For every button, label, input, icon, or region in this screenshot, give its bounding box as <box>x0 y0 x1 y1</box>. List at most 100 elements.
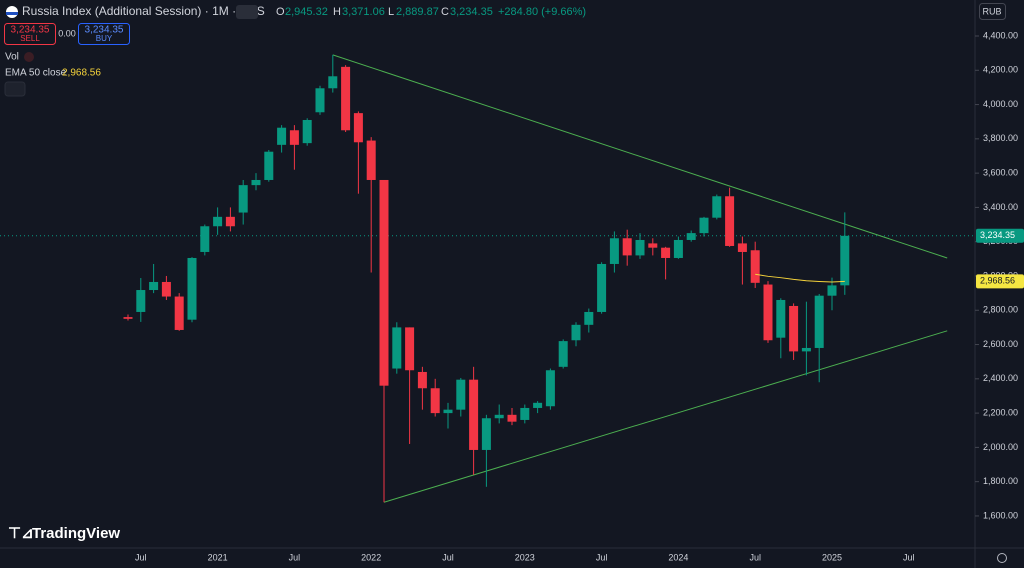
ohlc-key: H <box>333 6 341 18</box>
candle-body <box>622 238 632 256</box>
y-tick-label: 2,800.00 <box>983 305 1018 315</box>
candle-body <box>289 130 299 145</box>
candle-body <box>584 311 594 325</box>
sell-price: 3,234.35 <box>11 25 50 36</box>
x-tick-label: Jul <box>749 552 761 562</box>
candle-body <box>750 250 760 283</box>
candle-body <box>507 414 517 422</box>
candle-body <box>366 140 376 180</box>
candle-body <box>328 76 338 89</box>
candle-body <box>430 388 440 414</box>
candle-body <box>238 185 248 213</box>
y-tick-label: 3,600.00 <box>983 167 1018 177</box>
candle-body <box>302 119 312 144</box>
ohlc-value: 3,371.06 <box>342 6 385 18</box>
candle-body <box>494 414 504 419</box>
candle-body <box>225 216 235 227</box>
candle-body <box>686 233 696 240</box>
x-tick-label: Jul <box>442 552 454 562</box>
warning-icon <box>24 52 34 62</box>
settings-icon[interactable] <box>997 553 1007 563</box>
candle-body <box>712 196 722 218</box>
candle-body <box>277 127 287 145</box>
candle-body <box>609 238 619 264</box>
y-tick-label: 1,600.00 <box>983 510 1018 520</box>
buy-price: 3,234.35 <box>85 25 124 36</box>
candle-body <box>737 243 747 252</box>
y-tick-label: 4,000.00 <box>983 99 1018 109</box>
currency: RUB <box>982 6 1001 16</box>
x-tick-label: Jul <box>903 552 915 562</box>
flag-icon <box>6 12 18 15</box>
y-tick-label: 2,600.00 <box>983 339 1018 349</box>
candle-body <box>545 370 555 407</box>
ema-legend-value: 2,968.56 <box>62 68 101 79</box>
candle-body <box>213 216 223 227</box>
x-tick-label: Jul <box>289 552 301 562</box>
price-tag-label: 3,234.35 <box>980 230 1015 240</box>
candle-body <box>533 402 543 408</box>
candle-body <box>123 317 133 319</box>
x-tick-label: 2025 <box>822 552 842 562</box>
x-tick-label: 2024 <box>668 552 688 562</box>
y-tick-label: 4,400.00 <box>983 30 1018 40</box>
candle-body <box>597 263 607 312</box>
candle-body <box>635 239 645 256</box>
candle-body <box>341 66 351 131</box>
ohlc-value: 2,945.32 <box>285 6 328 18</box>
candle-body <box>648 243 658 248</box>
candle-body <box>149 281 159 291</box>
candle-body <box>200 226 210 252</box>
candle-body <box>571 324 581 341</box>
y-tick-label: 1,800.00 <box>983 476 1018 486</box>
x-tick-label: Jul <box>596 552 608 562</box>
collapse-button[interactable] <box>4 81 26 97</box>
candle-body <box>673 239 683 258</box>
sell-button[interactable] <box>4 23 56 45</box>
brand: TradingView <box>32 525 120 542</box>
candle-body <box>136 290 146 312</box>
y-tick-label: 4,200.00 <box>983 65 1018 75</box>
candle-body <box>814 295 824 348</box>
candle-body <box>251 179 261 186</box>
candle-body <box>353 113 363 143</box>
spread: 0.00 <box>58 28 76 38</box>
candle-body <box>174 296 184 330</box>
candle-body <box>801 347 811 352</box>
candle-body <box>776 299 786 338</box>
buy-label: BUY <box>96 34 113 43</box>
candle-body <box>558 341 568 367</box>
candle-body <box>379 179 389 386</box>
trendline <box>383 330 948 503</box>
y-tick-label: 2,200.00 <box>983 407 1018 417</box>
x-tick-label: 2023 <box>515 552 535 562</box>
candle-body <box>520 407 530 420</box>
candle-body <box>827 285 837 296</box>
sell-label: SELL <box>20 34 40 43</box>
x-tick-label: 2021 <box>208 552 228 562</box>
price-tag-label: 2,968.56 <box>980 276 1015 286</box>
change: +284.80 (+9.66%) <box>498 6 586 18</box>
price-tag <box>976 228 1024 243</box>
y-tick-label: 2,000.00 <box>983 442 1018 452</box>
ohlc-key: L <box>388 6 394 18</box>
buy-button[interactable] <box>78 23 130 45</box>
candle-body <box>661 247 671 258</box>
y-tick-label: 3,400.00 <box>983 202 1018 212</box>
ema-line <box>755 273 845 283</box>
price-tag <box>976 274 1024 289</box>
candle-body <box>264 151 274 180</box>
status-badge <box>236 5 258 19</box>
ohlc-value: 2,889.87 <box>396 6 439 18</box>
candle-body <box>443 409 453 414</box>
candle-body <box>725 196 735 246</box>
candle-body <box>481 418 491 450</box>
symbol[interactable]: Russia Index (Additional Session) · 1M ·… <box>22 4 265 18</box>
candle-body <box>161 281 171 297</box>
currency-button[interactable] <box>979 3 1006 20</box>
candle-body <box>456 379 466 410</box>
candle-body <box>789 305 799 352</box>
x-tick-label: Jul <box>135 552 147 562</box>
